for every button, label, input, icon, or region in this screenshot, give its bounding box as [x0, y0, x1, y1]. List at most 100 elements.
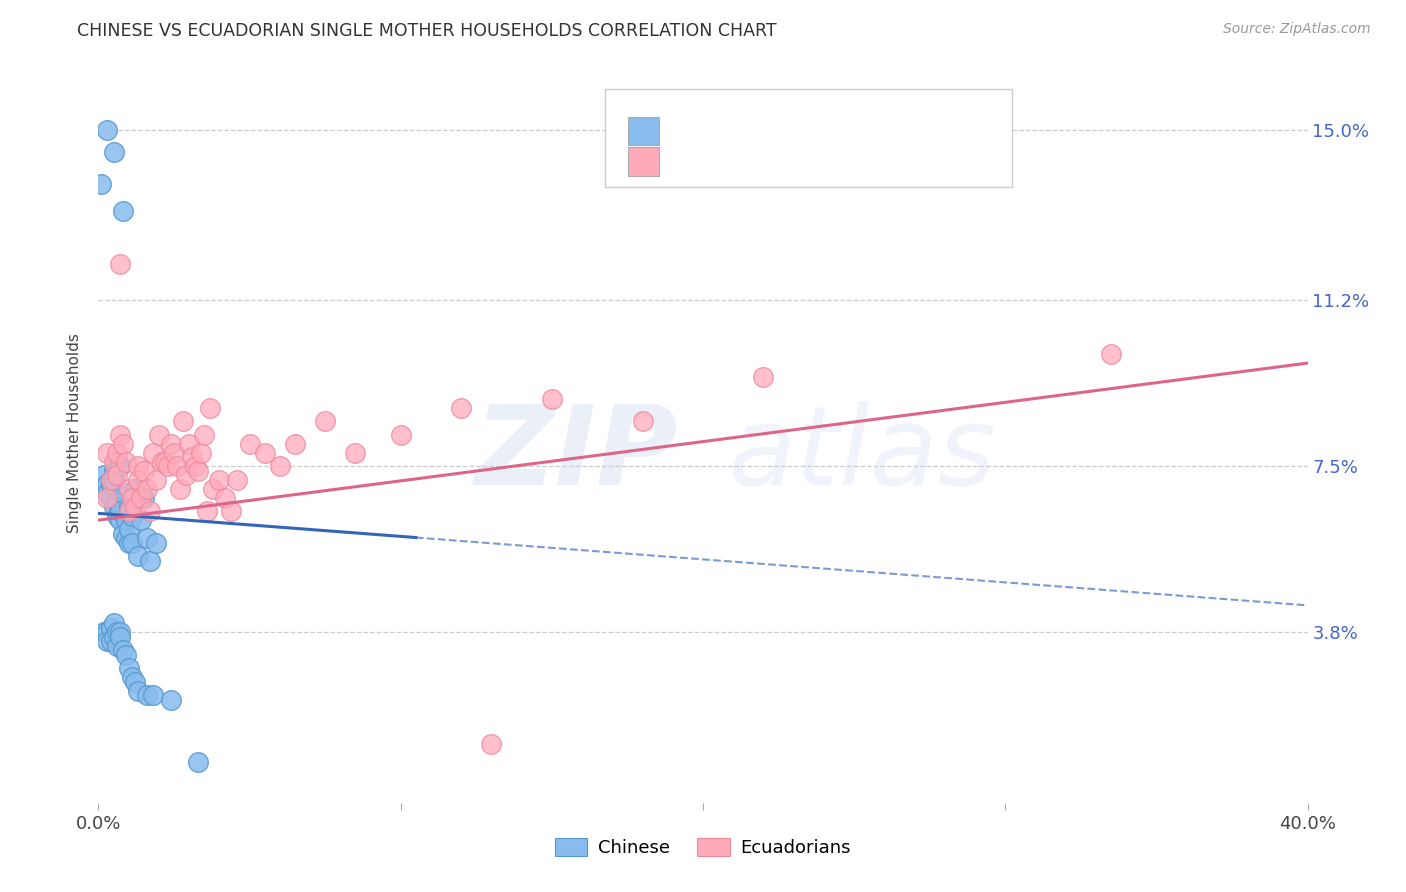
Point — [96, 446, 118, 460]
Point — [96, 625, 118, 640]
Point — [105, 455, 128, 469]
Point — [108, 625, 131, 640]
Text: N =: N = — [793, 153, 845, 170]
Point — [344, 446, 367, 460]
Point — [111, 437, 134, 451]
Point — [96, 122, 118, 136]
Point — [139, 504, 162, 518]
Point — [96, 486, 118, 500]
Point — [114, 531, 136, 545]
Text: atlas: atlas — [727, 401, 995, 508]
Text: Source: ZipAtlas.com: Source: ZipAtlas.com — [1223, 22, 1371, 37]
Point — [214, 491, 236, 505]
Point — [239, 437, 262, 451]
Text: 0.213: 0.213 — [716, 153, 785, 170]
Text: CHINESE VS ECUADORIAN SINGLE MOTHER HOUSEHOLDS CORRELATION CHART: CHINESE VS ECUADORIAN SINGLE MOTHER HOUS… — [77, 22, 778, 40]
Point — [111, 643, 134, 657]
Point — [160, 437, 183, 451]
Point — [127, 473, 149, 487]
Point — [93, 468, 115, 483]
Point — [100, 621, 122, 635]
Point — [184, 459, 207, 474]
Point — [132, 464, 155, 478]
Point — [114, 513, 136, 527]
Y-axis label: Single Mother Households: Single Mother Households — [67, 333, 83, 533]
Point — [100, 477, 122, 491]
Point — [181, 450, 204, 465]
Point — [100, 634, 122, 648]
Point — [166, 459, 188, 474]
Point — [118, 535, 141, 549]
Point — [121, 535, 143, 549]
Point — [114, 648, 136, 662]
Point — [108, 504, 131, 518]
Point — [187, 464, 209, 478]
Point — [90, 177, 112, 191]
Point — [108, 257, 131, 271]
Point — [124, 674, 146, 689]
Point — [174, 468, 197, 483]
Point — [118, 661, 141, 675]
Point — [153, 455, 176, 469]
Point — [100, 473, 122, 487]
Text: -0.058: -0.058 — [716, 122, 780, 140]
Text: N =: N = — [793, 122, 845, 140]
Point — [145, 535, 167, 549]
Text: R =: R = — [673, 153, 713, 170]
Point — [314, 414, 336, 428]
Point — [108, 513, 131, 527]
Point — [121, 670, 143, 684]
Point — [135, 482, 157, 496]
Point — [108, 459, 131, 474]
Point — [100, 491, 122, 505]
Point — [103, 630, 125, 644]
Point — [103, 455, 125, 469]
Point — [111, 526, 134, 541]
Point — [103, 464, 125, 478]
Point — [127, 459, 149, 474]
Point — [114, 455, 136, 469]
Point — [96, 491, 118, 505]
Point — [124, 500, 146, 514]
Point — [121, 491, 143, 505]
Point — [226, 473, 249, 487]
Point — [200, 401, 222, 415]
Point — [127, 549, 149, 563]
Point — [139, 553, 162, 567]
Point — [389, 428, 412, 442]
Point — [156, 459, 179, 474]
Text: 58: 58 — [839, 153, 865, 170]
Point — [118, 482, 141, 496]
Point — [169, 482, 191, 496]
Point — [105, 508, 128, 523]
Point — [105, 495, 128, 509]
Point — [253, 446, 276, 460]
Point — [105, 625, 128, 640]
Point — [118, 522, 141, 536]
Point — [221, 504, 243, 518]
Point — [148, 428, 170, 442]
Point — [172, 414, 194, 428]
Point — [187, 756, 209, 770]
Point — [179, 437, 201, 451]
Point — [145, 473, 167, 487]
Point — [1099, 347, 1122, 361]
Point — [142, 688, 165, 702]
Point — [193, 428, 215, 442]
Point — [111, 203, 134, 218]
Point — [208, 473, 231, 487]
Point — [450, 401, 472, 415]
Point — [481, 738, 503, 752]
Point — [135, 531, 157, 545]
Point — [103, 616, 125, 631]
Point — [160, 692, 183, 706]
Point — [631, 414, 654, 428]
Point — [118, 504, 141, 518]
Point — [111, 486, 134, 500]
Point — [195, 504, 218, 518]
Point — [103, 500, 125, 514]
Point — [190, 446, 212, 460]
Point — [103, 473, 125, 487]
Point — [118, 500, 141, 514]
Point — [142, 446, 165, 460]
